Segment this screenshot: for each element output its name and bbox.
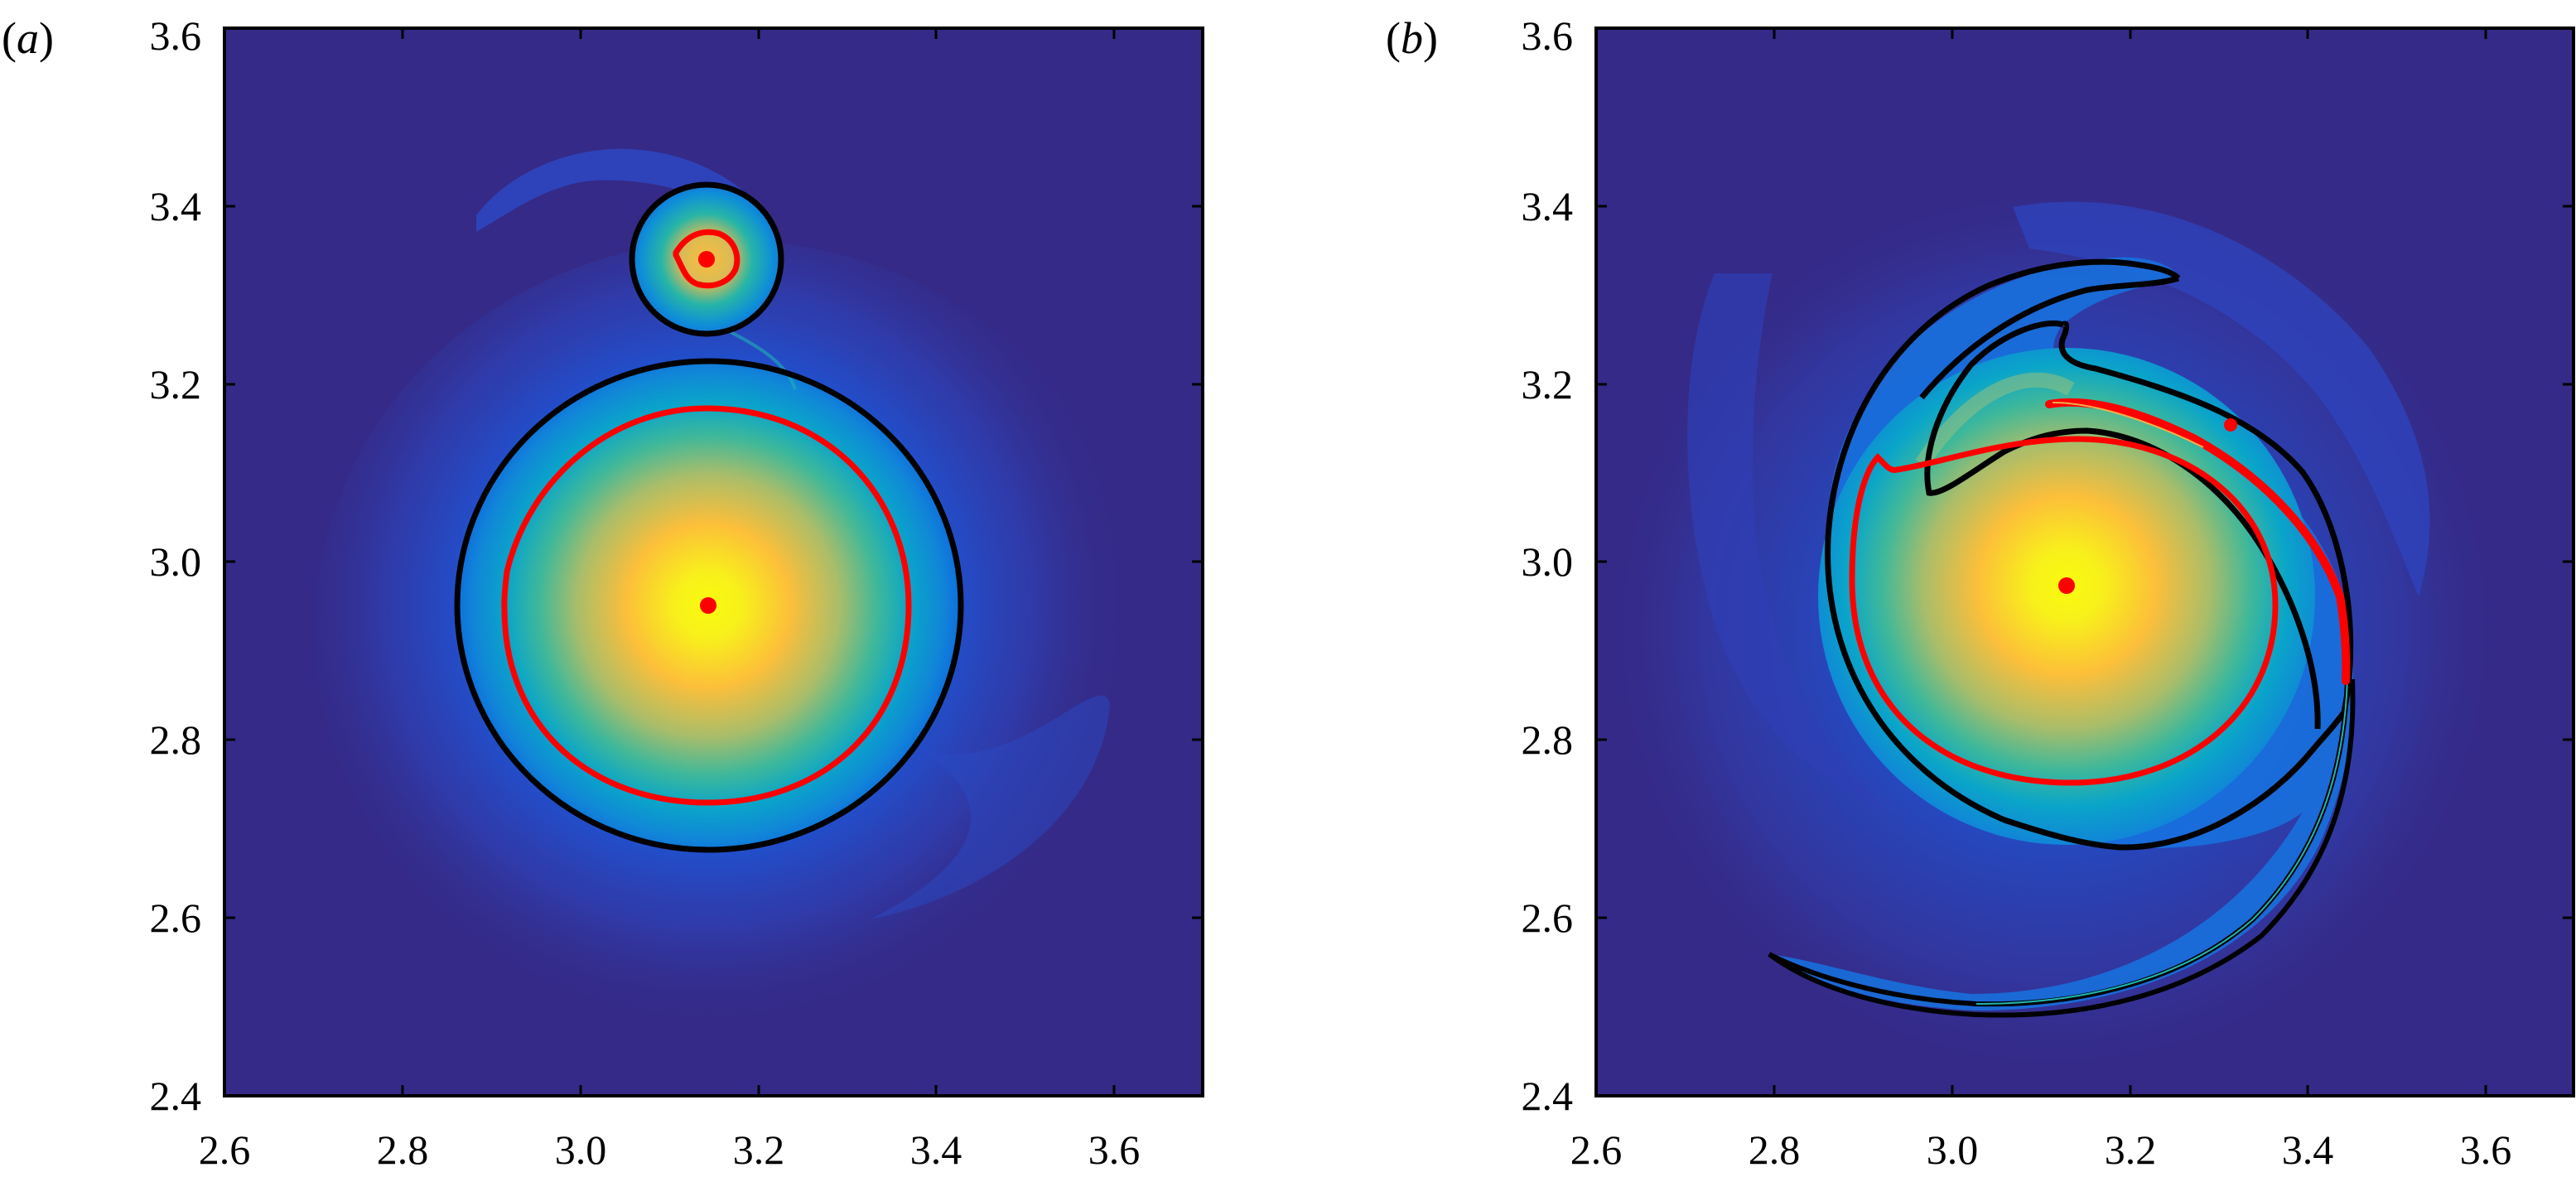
vortex-center-marker-small — [698, 251, 715, 268]
vortex-center-marker-b — [2058, 577, 2075, 594]
svg-text:2.8: 2.8 — [377, 1126, 429, 1173]
heatmap-b — [1596, 28, 2574, 1096]
x-tick-labels-a: 2.6 2.8 3.0 3.2 3.4 3.6 — [199, 1126, 1141, 1173]
svg-text:2.8: 2.8 — [1749, 1126, 1801, 1173]
black-contour-small — [629, 181, 784, 337]
svg-text:2.8: 2.8 — [150, 716, 202, 763]
x-ticks-a — [401, 28, 1116, 1096]
y-ticks-b — [1596, 205, 2574, 919]
y-tick-labels-b: 2.4 2.6 2.8 3.0 3.2 3.4 3.6 — [1522, 12, 1574, 1119]
panel-a: 2.6 2.8 3.0 3.2 3.4 3.6 2.4 2.6 2.8 3.0 … — [2, 12, 1204, 1173]
red-filament — [2045, 398, 2351, 685]
red-contour-small — [673, 229, 740, 289]
svg-text:3.0: 3.0 — [150, 538, 202, 585]
svg-text:2.6: 2.6 — [199, 1126, 251, 1173]
black-contour-top-lobe — [1919, 275, 2180, 400]
svg-text:3.0: 3.0 — [1927, 1126, 1979, 1173]
svg-text:3.2: 3.2 — [150, 361, 202, 408]
svg-text:2.6: 2.6 — [150, 895, 202, 941]
svg-text:3.6: 3.6 — [1088, 1126, 1141, 1173]
panel-b: 2.6 2.8 3.0 3.2 3.4 3.6 2.4 2.6 2.8 3.0 … — [1386, 12, 2575, 1173]
svg-text:3.6: 3.6 — [2460, 1126, 2512, 1173]
x-tick-labels-b: 2.6 2.8 3.0 3.2 3.4 3.6 — [1570, 1126, 2512, 1173]
svg-text:2.4: 2.4 — [150, 1073, 202, 1119]
panel-label-b: (b) — [1386, 13, 1438, 63]
svg-text:2.8: 2.8 — [1522, 716, 1574, 763]
heatmap-a — [224, 28, 1203, 1096]
svg-text:3.2: 3.2 — [2105, 1126, 2157, 1173]
x-ticks-b — [1773, 28, 2487, 1096]
y-tick-labels-a: 2.4 2.6 2.8 3.0 3.2 3.4 3.6 — [150, 12, 202, 1119]
svg-text:3.0: 3.0 — [1522, 538, 1574, 585]
svg-text:3.4: 3.4 — [150, 183, 202, 229]
wisp-filament — [476, 148, 770, 232]
svg-text:3.4: 3.4 — [910, 1126, 962, 1173]
red-contour-large — [501, 405, 912, 806]
vortex-center-marker-large — [700, 597, 716, 614]
svg-text:2.4: 2.4 — [1522, 1073, 1574, 1119]
panel-label-a: (a) — [2, 13, 54, 63]
svg-text:3.4: 3.4 — [2282, 1126, 2334, 1173]
svg-text:3.2: 3.2 — [733, 1126, 785, 1173]
svg-text:3.2: 3.2 — [1522, 361, 1574, 408]
black-contour-large — [454, 358, 964, 853]
svg-text:3.4: 3.4 — [1522, 183, 1574, 229]
svg-text:2.6: 2.6 — [1522, 895, 1574, 941]
y-ticks-a — [224, 205, 1203, 919]
svg-text:3.0: 3.0 — [555, 1126, 607, 1173]
svg-text:2.6: 2.6 — [1570, 1126, 1623, 1173]
black-contour-outer — [1825, 258, 2354, 851]
svg-text:3.6: 3.6 — [1522, 12, 1574, 59]
red-contour-main — [1849, 436, 2279, 786]
svg-text:3.6: 3.6 — [150, 12, 202, 59]
